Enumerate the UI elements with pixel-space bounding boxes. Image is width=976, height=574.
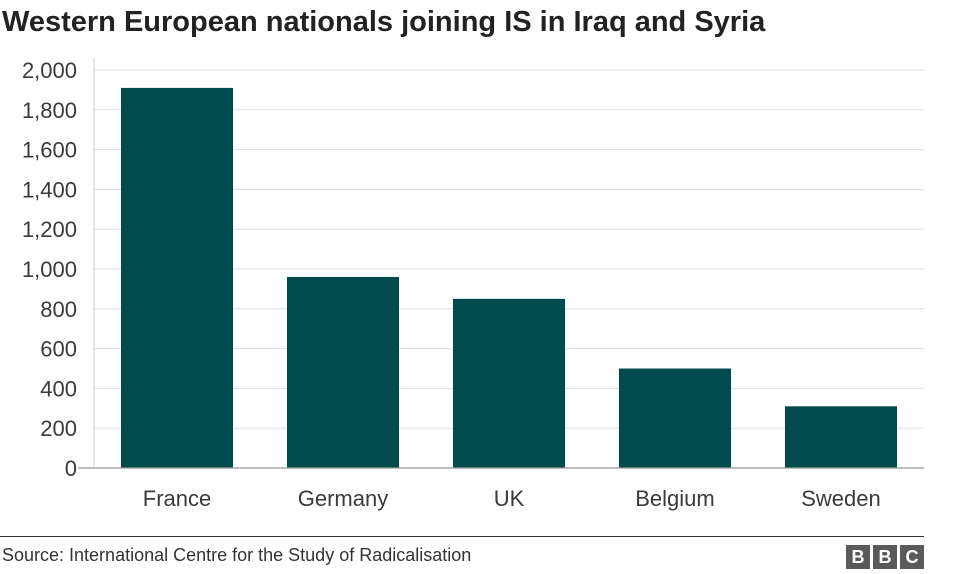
x-tick-label: Belgium [635, 486, 714, 511]
y-tick-label: 2,000 [22, 58, 77, 83]
x-tick-label: France [143, 486, 211, 511]
bar [287, 276, 399, 468]
bbc-logo-letter: C [900, 545, 924, 569]
bar [619, 368, 731, 468]
y-tick-label: 0 [65, 456, 77, 481]
y-tick-label: 1,000 [22, 257, 77, 282]
y-tick-label: 800 [40, 297, 77, 322]
source-note: Source: International Centre for the Stu… [2, 545, 472, 565]
y-tick-label: 1,800 [22, 98, 77, 123]
chart-title: Western European nationals joining IS in… [2, 6, 766, 38]
bbc-logo-letter: B [873, 545, 897, 569]
bbc-logo: B B C [846, 545, 924, 569]
bar [453, 298, 565, 468]
y-tick-label: 1,600 [22, 138, 77, 163]
bar [785, 406, 897, 468]
footer-divider [0, 536, 924, 537]
y-tick-label: 600 [40, 337, 77, 362]
x-tick-label: Sweden [801, 486, 881, 511]
y-tick-label: 1,200 [22, 217, 77, 242]
y-tick-label: 1,400 [22, 177, 77, 202]
x-tick-label: Germany [298, 486, 388, 511]
bbc-logo-letter: B [846, 545, 870, 569]
bar [121, 87, 233, 468]
y-tick-label: 200 [40, 416, 77, 441]
y-tick-label: 400 [40, 376, 77, 401]
x-tick-label: UK [494, 486, 525, 511]
